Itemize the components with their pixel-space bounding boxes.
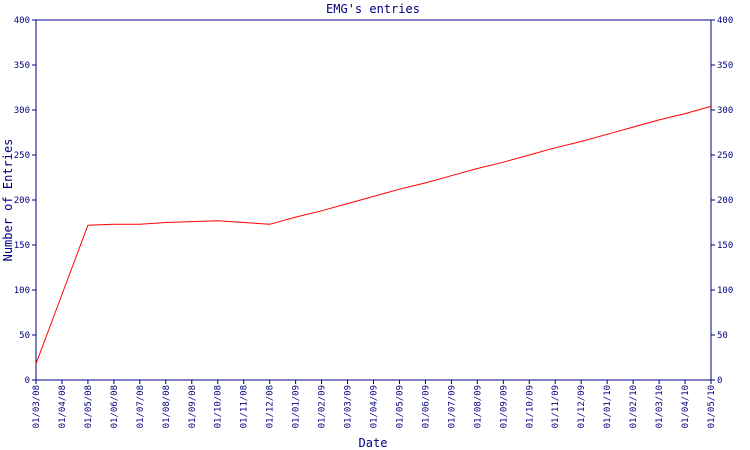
y2-tick-label: 250 xyxy=(717,151,733,161)
data-line xyxy=(35,105,712,364)
x-tick-label: 01/09/08 xyxy=(188,385,198,428)
y-tick-label: 200 xyxy=(14,196,30,206)
x-tick-label: 01/11/08 xyxy=(240,385,250,428)
chart-title: EMG's entries xyxy=(326,2,420,16)
x-tick-label: 01/01/10 xyxy=(603,385,613,428)
y2-tick-label: 300 xyxy=(717,106,733,116)
y2-tick-label: 200 xyxy=(717,196,733,206)
x-tick-label: 01/11/09 xyxy=(551,385,561,428)
y2-tick-label: 150 xyxy=(717,241,733,251)
x-tick-label: 01/04/08 xyxy=(58,385,68,428)
y2-tick-label: 400 xyxy=(717,16,733,26)
y-tick-label: 150 xyxy=(14,241,30,251)
x-tick-label: 01/09/09 xyxy=(499,385,509,428)
x-tick-label: 01/08/08 xyxy=(162,385,172,428)
x-tick-label: 01/03/08 xyxy=(32,385,42,428)
x-tick-label: 01/02/09 xyxy=(318,385,328,428)
x-tick-label: 01/06/09 xyxy=(421,385,431,428)
x-tick-label: 01/10/09 xyxy=(525,385,535,428)
y2-tick-label: 100 xyxy=(717,286,733,296)
x-tick-label: 01/06/08 xyxy=(110,385,120,428)
y-tick-label: 250 xyxy=(14,151,30,161)
plot-frame xyxy=(35,19,712,381)
x-tick-label: 01/05/10 xyxy=(707,385,717,428)
x-tick-label: 01/04/09 xyxy=(370,385,380,428)
y-tick-label: 50 xyxy=(19,331,30,341)
y-tick-label: 350 xyxy=(14,61,30,71)
y2-tick-label: 0 xyxy=(717,376,722,386)
x-tick-label: 01/04/10 xyxy=(681,385,691,428)
y-tick-label: 400 xyxy=(14,16,30,26)
x-tick-label: 01/03/09 xyxy=(344,385,354,428)
y-tick-label: 300 xyxy=(14,106,30,116)
x-tick-label: 01/03/10 xyxy=(655,385,665,428)
x-tick-label: 01/10/08 xyxy=(214,385,224,428)
x-tick-label: 01/05/08 xyxy=(84,385,94,428)
x-tick-label: 01/12/09 xyxy=(577,385,587,428)
x-tick-label: 01/08/09 xyxy=(473,385,483,428)
x-tick-label: 01/07/09 xyxy=(447,385,457,428)
x-tick-label: 01/05/09 xyxy=(395,385,405,428)
x-tick-label: 01/07/08 xyxy=(136,385,146,428)
y-tick-label: 100 xyxy=(14,286,30,296)
x-tick-label: 01/01/09 xyxy=(292,385,302,428)
y2-tick-label: 350 xyxy=(717,61,733,71)
x-axis-label: Date xyxy=(359,436,388,450)
x-tick-label: 01/02/10 xyxy=(629,385,639,428)
y-tick-label: 0 xyxy=(25,376,30,386)
y2-tick-label: 50 xyxy=(717,331,728,341)
y-axis-label: Number of Entries xyxy=(1,139,15,262)
x-tick-label: 01/12/08 xyxy=(266,385,276,428)
